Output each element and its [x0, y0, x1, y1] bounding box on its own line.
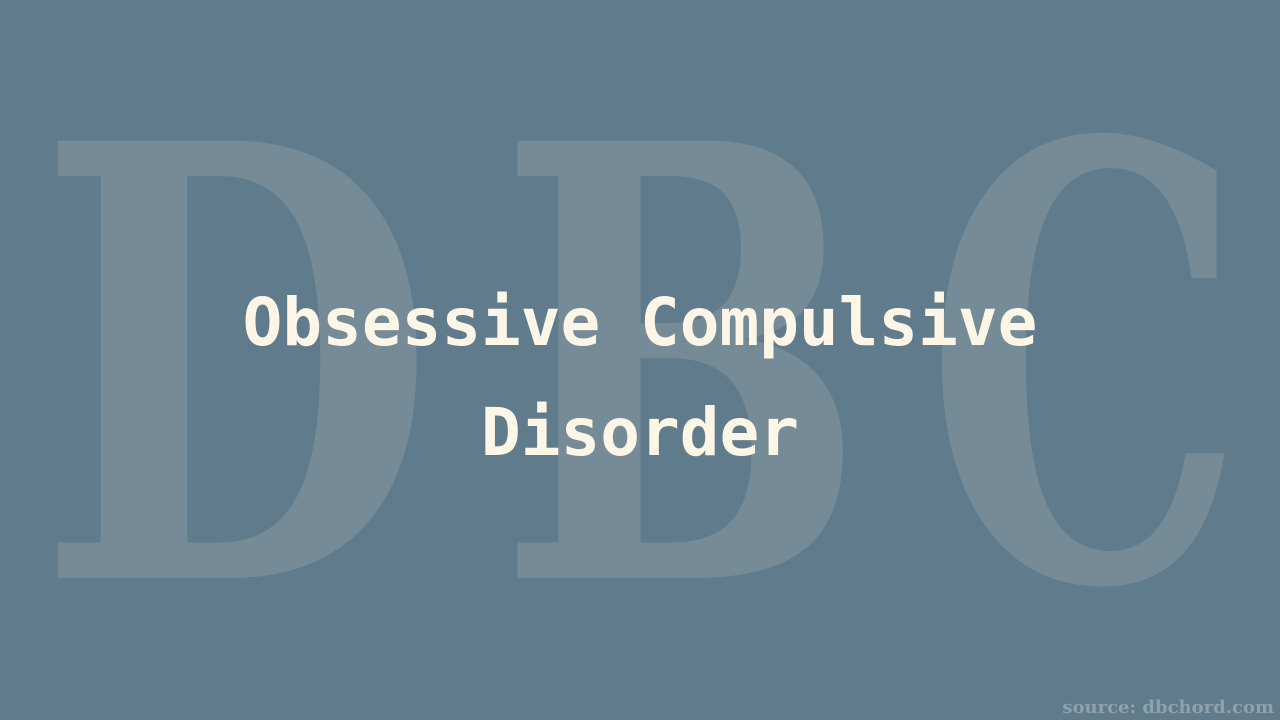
page-title: Obsessive Compulsive Disorder: [0, 268, 1280, 488]
title-line-2: Disorder: [481, 394, 799, 471]
source-credit: source: dbchord.com: [1062, 697, 1274, 718]
watermark-letter-c: C: [925, 15, 1245, 720]
watermark-letter-b: B: [497, 15, 867, 720]
watermark-letter-d: D: [36, 15, 436, 720]
title-line-1: Obsessive Compulsive: [242, 284, 1038, 361]
